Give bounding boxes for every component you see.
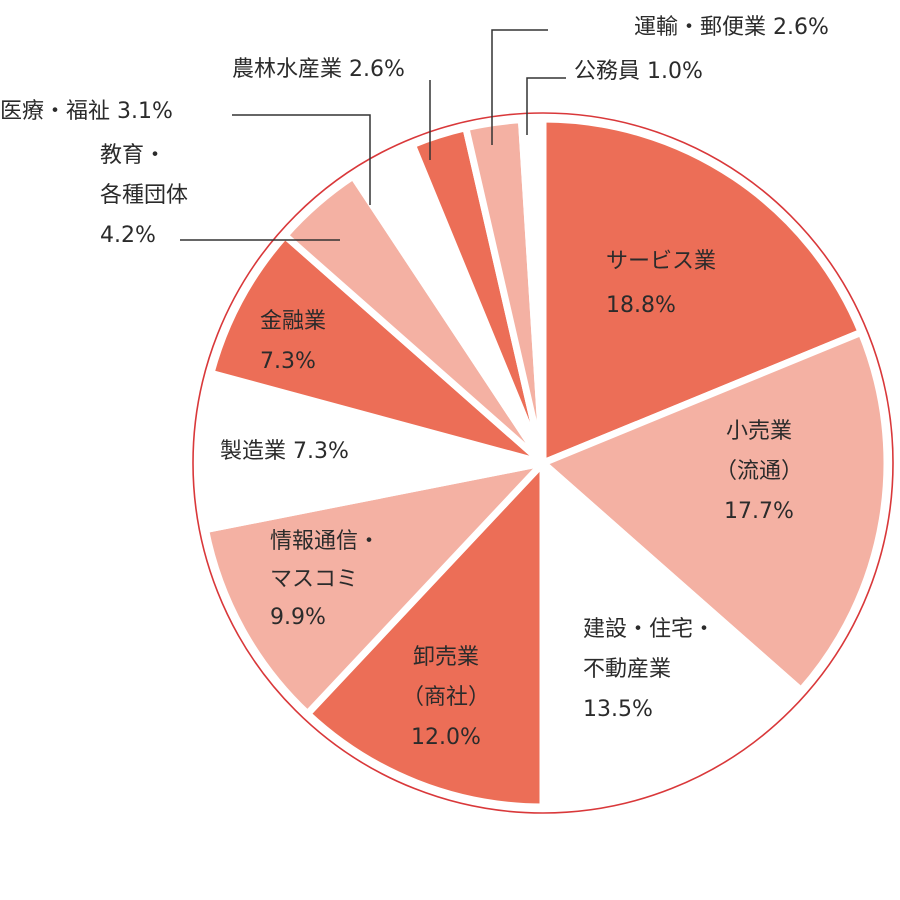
slice-7-wedge [206,230,546,467]
slice-3-label-line-3: 13.5% [583,697,653,722]
slice-2-wedge [536,327,891,696]
slice-2-label-line-3: 17.7% [724,499,794,524]
slice-2-label-line-2: （流通） [715,459,803,484]
slice-4-label-line-2: （商社） [402,685,490,710]
slice-11-leader-line [491,29,548,145]
slice-8-label-line-3: 4.2% [100,223,156,248]
slice-6-wedge [195,368,544,534]
slice-8-label-line-1: 教育・ [100,143,166,168]
slice-5-label-line-1: 情報通信・ [270,529,380,554]
slice-5-wedge [201,457,554,719]
slice-4-label-line-3: 12.0% [411,725,481,750]
slice-5-label-line-2: マスコミ [270,567,358,592]
slice-6-label-line-1: 製造業 7.3% [220,439,349,464]
slice-8-label: 教育・各種団体 4.2% [100,143,188,248]
slice-10-label-line-1: 農林水産業 2.6% [232,57,405,82]
slice-9-label-line-1: 医療・福祉 3.1% [0,99,173,124]
slice-8-label-line-2: 各種団体 [100,183,188,208]
slice-12-leader-line [526,77,566,135]
slice-1-label: サービス業 18.8% [606,249,716,318]
slice-6-label: 製造業 7.3% [220,439,349,464]
slice-12-label-line-1: 公務員 1.0% [574,59,703,84]
slice-7-label-line-2: 7.3% [260,349,316,374]
slice-4-wedge [302,454,547,811]
slice-labels: サービス業 18.8% 小売業 （流通） 17.7% 建設・住宅・不動産業 13.5% 卸売業… [0,15,829,750]
slice-10-label: 農林水産業 2.6% [232,57,405,82]
slice-3-label: 建設・住宅・不動産業 13.5% [583,617,715,722]
slice-3-label-line-2: 不動産業 [583,657,671,682]
slice-9-label: 医療・福祉 3.1% [0,99,173,124]
slice-2-label-line-1: 小売業 [726,419,792,444]
slice-11-label: 運輸・郵便業 2.6% [634,15,829,40]
pie-slices [195,115,891,811]
slice-3-wedge [539,455,806,811]
slice-1-label-line-2: 18.8% [606,293,676,318]
slice-11-label-line-1: 運輸・郵便業 2.6% [634,15,829,40]
slice-2-label: 小売業 （流通） 17.7% [715,419,803,524]
slice-1-label-line-1: サービス業 [606,249,716,274]
slice-12-wedge [517,115,547,464]
slice-5-label: 情報通信・マスコミ 9.9% [270,529,380,630]
slice-4-label-line-1: 卸売業 [413,645,479,670]
leader-lines [180,29,566,241]
slice-12-label: 公務員 1.0% [574,59,703,84]
slice-1-wedge [539,115,866,469]
slice-3-label-line-1: 建設・住宅・ [583,617,715,642]
slice-9-leader-line [232,114,371,205]
slice-4-label: 卸売業 （商社） 12.0% [402,645,490,750]
slice-7-label-line-1: 金融業 [260,309,326,334]
slice-5-label-line-3: 9.9% [270,605,326,630]
slice-7-label: 金融業 7.3% [260,309,326,374]
